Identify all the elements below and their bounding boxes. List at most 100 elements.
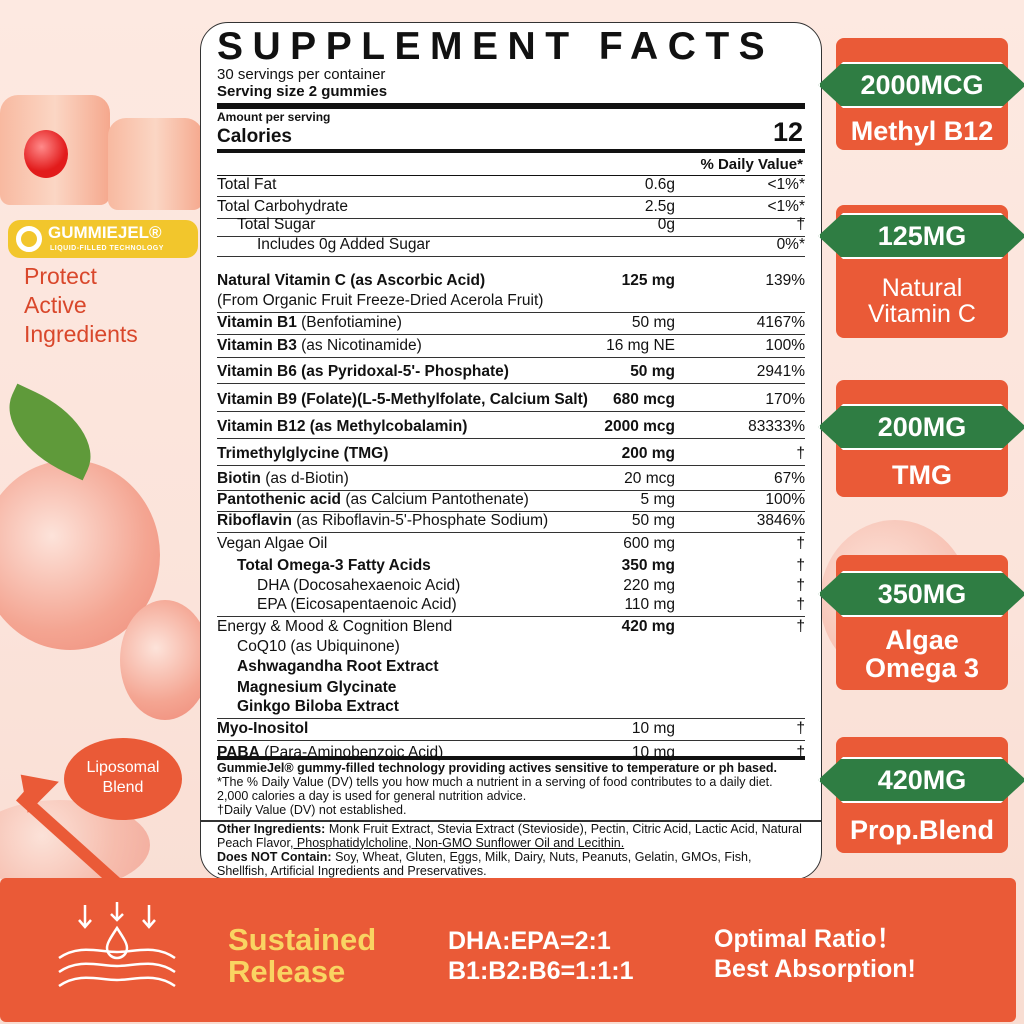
nutrient-name: Myo-Inositol xyxy=(217,720,308,738)
liposomal-bubble: Liposomal Blend xyxy=(64,738,182,820)
badge-label: Algae xyxy=(885,625,959,655)
nutrient-detail: CoQ10 (as Ubiquinone) xyxy=(237,638,400,655)
nutrient-name: Pantothenic acid (as Calcium Pantothenat… xyxy=(217,491,529,509)
sustained-text: Sustained Release xyxy=(228,924,376,988)
nutrient-row: Natural Vitamin C (as Ascorbic Acid) 125 … xyxy=(217,259,805,313)
nutrient-dv: 170% xyxy=(765,391,805,408)
dosage-badge: 200MG TMG xyxy=(818,380,1024,497)
divider xyxy=(217,103,805,109)
nutrient-bold-name: Vitamin B9 (Folate)(L-5-Methylfolate, Ca… xyxy=(217,391,588,408)
nutrient-amount: 2.5g xyxy=(644,198,675,215)
calories-label: Calories xyxy=(217,126,292,147)
other-underlined: Phosphatidylcholine, Non-GMO Sunflower O… xyxy=(293,835,625,850)
nutrient-source: (From Organic Fruit Freeze-Dried Acerola… xyxy=(217,292,544,309)
nutrient-bold-name: Total Omega-3 Fatty Acids xyxy=(237,557,431,574)
tech-note: GummieJel® gummy-filled technology provi… xyxy=(217,761,778,775)
nutrient-dv: † xyxy=(796,445,805,462)
nutrient-row: Total Fat 0.6g <1%* xyxy=(217,175,805,197)
nutrient-row: Myo-Inositol 10 mg † xyxy=(217,720,805,741)
badge-amount: 350MG xyxy=(818,571,1024,617)
nutrient-dv: 67% xyxy=(773,470,805,487)
bottom-banner: Sustained Release DHA:EPA=2:1 B1:B2:B6=1… xyxy=(0,878,1016,1022)
nutrient-dv: 100% xyxy=(765,337,805,354)
nutrient-name: Vegan Algae Oil xyxy=(217,535,327,553)
nutrient-detail: Includes 0g Added Sugar xyxy=(257,236,431,253)
nutrient-detail: Total Fat xyxy=(217,176,277,193)
badge-label: Methyl B12 xyxy=(850,116,994,146)
does-not-contain: Does NOT Contain: Soy, Wheat, Gluten, Eg… xyxy=(217,850,805,878)
nutrient-dv: † xyxy=(796,596,805,613)
nutrient-dv: † xyxy=(796,720,805,737)
nutrient-amount: 220 mg xyxy=(623,577,675,594)
nutrient-bold-name: Natural Vitamin C (as Ascorbic Acid) xyxy=(217,272,486,289)
protect-text: Protect Active Ingredients xyxy=(24,262,138,349)
divider xyxy=(217,149,805,153)
nutrient-dv: † xyxy=(796,618,805,635)
divider xyxy=(217,756,805,760)
badge-amount: 125MG xyxy=(818,213,1024,259)
nutrient-detail: Total Sugar xyxy=(237,216,316,233)
nutrient-row: Energy & Mood & Cognition Blend 420 mg † xyxy=(217,618,805,638)
nutrient-row: Total Carbohydrate 2.5g <1%* xyxy=(217,197,805,219)
nutrient-row: DHA (Docosahexaenoic Acid) 220 mg † xyxy=(217,577,805,597)
nutrient-amount: 110 mg xyxy=(624,596,675,613)
nutrient-bold-name: Vitamin B3 xyxy=(217,337,297,354)
nutrient-amount: 20 mcg xyxy=(624,470,675,487)
nutrient-bold-name: Biotin xyxy=(217,470,261,487)
nutrient-detail: (Benfotiamine) xyxy=(296,314,402,331)
logo-tagline: LIQUID-FILLED TECHNOLOGY xyxy=(50,245,164,252)
nutrient-bold-name: Myo-Inositol xyxy=(217,720,309,737)
nutrient-row: Ginkgo Biloba Extract xyxy=(217,698,805,719)
nutrient-name: Vitamin B3 (as Nicotinamide) xyxy=(217,337,422,355)
nutrient-row: Biotin (as d-Biotin) 20 mcg 67% xyxy=(217,468,805,491)
ratio-line: B1:B2:B6=1:1:1 xyxy=(448,957,634,985)
sustained-release-icon xyxy=(55,900,180,1000)
nutrient-bold-name: Vitamin B12 (as Methylcobalamin) xyxy=(217,418,468,435)
nutrient-row: CoQ10 (as Ubiquinone) xyxy=(217,638,805,658)
claims-text: Optimal Ratio！ Best Absorption! xyxy=(714,924,916,984)
amount-per-serving: Amount per serving xyxy=(217,110,331,124)
nutrient-bold-name: Vitamin B6 (as Pyridoxal-5'- Phosphate) xyxy=(217,363,509,380)
nutrient-detail: (as Riboflavin-5'-Phosphate Sodium) xyxy=(291,512,549,529)
nutrient-bold-name: Trimethylglycine (TMG) xyxy=(217,445,389,462)
nutrient-dv: 3846% xyxy=(756,512,805,529)
nutrient-amount: 350 mg xyxy=(621,557,675,574)
servings-per-container: 30 servings per container xyxy=(217,66,386,83)
nutrient-dv: 2941% xyxy=(756,363,805,380)
nutrient-bold-name: Ginkgo Biloba Extract xyxy=(237,698,399,715)
nutrient-name: Vitamin B9 (Folate)(L-5-Methylfolate, Ca… xyxy=(217,391,588,409)
nutrient-name: Riboflavin (as Riboflavin-5'-Phosphate S… xyxy=(217,512,548,530)
supplement-facts-panel: SUPPLEMENT FACTS 30 servings per contain… xyxy=(200,22,822,880)
nutrient-row: Vitamin B1 (Benfotiamine) 50 mg 4167% xyxy=(217,313,805,335)
nutrient-name: Ashwagandha Root Extract xyxy=(237,658,439,676)
gummy-image xyxy=(108,118,203,210)
nutrient-amount: 0.6g xyxy=(644,176,675,193)
nutrient-row: Vitamin B6 (as Pyridoxal-5'- Phosphate) 5… xyxy=(217,360,805,384)
other-text: Monk Fruit Extract, Stevia Extract (Stev… xyxy=(217,822,802,850)
nutrient-dv: † xyxy=(796,577,805,594)
nutrient-amount: 50 mg xyxy=(631,314,675,331)
dosage-badge: 350MG Algae Omega 3 xyxy=(818,555,1024,690)
claim-line: Optimal Ratio！ xyxy=(714,925,902,953)
nutrient-amount: 2000 mcg xyxy=(604,418,675,435)
nutrient-dv: † xyxy=(796,744,805,761)
nutrient-name: Total Sugar xyxy=(237,216,315,234)
nutrient-dv: 100% xyxy=(765,491,805,508)
nutrient-detail: (as Nicotinamide) xyxy=(296,337,422,354)
dv-note: *The % Daily Value (DV) tells you how mu… xyxy=(217,775,773,803)
nutrient-row: Trimethylglycine (TMG) 200 mg † xyxy=(217,441,805,466)
logo-name: GUMMIEJEL® xyxy=(48,223,162,242)
nutrient-name: Natural Vitamin C (as Ascorbic Acid) xyxy=(217,272,485,290)
nutrient-name: Vitamin B1 (Benfotiamine) xyxy=(217,314,402,332)
g-logo-icon xyxy=(16,226,42,252)
nutrient-amount: 0g xyxy=(657,216,675,233)
liposomal-line: Blend xyxy=(102,779,144,796)
nutrient-dv: † xyxy=(796,557,805,574)
not-label: Does NOT Contain: xyxy=(217,850,332,864)
protect-line: Ingredients xyxy=(24,321,138,347)
nutrient-amount: 5 mg xyxy=(640,491,675,508)
nutrient-detail: (as Calcium Pantothenate) xyxy=(341,491,529,508)
nutrient-detail: DHA (Docosahexaenoic Acid) xyxy=(257,577,461,594)
nutrient-row: Ashwagandha Root Extract xyxy=(217,658,805,678)
badge-label: Natural xyxy=(881,274,963,302)
